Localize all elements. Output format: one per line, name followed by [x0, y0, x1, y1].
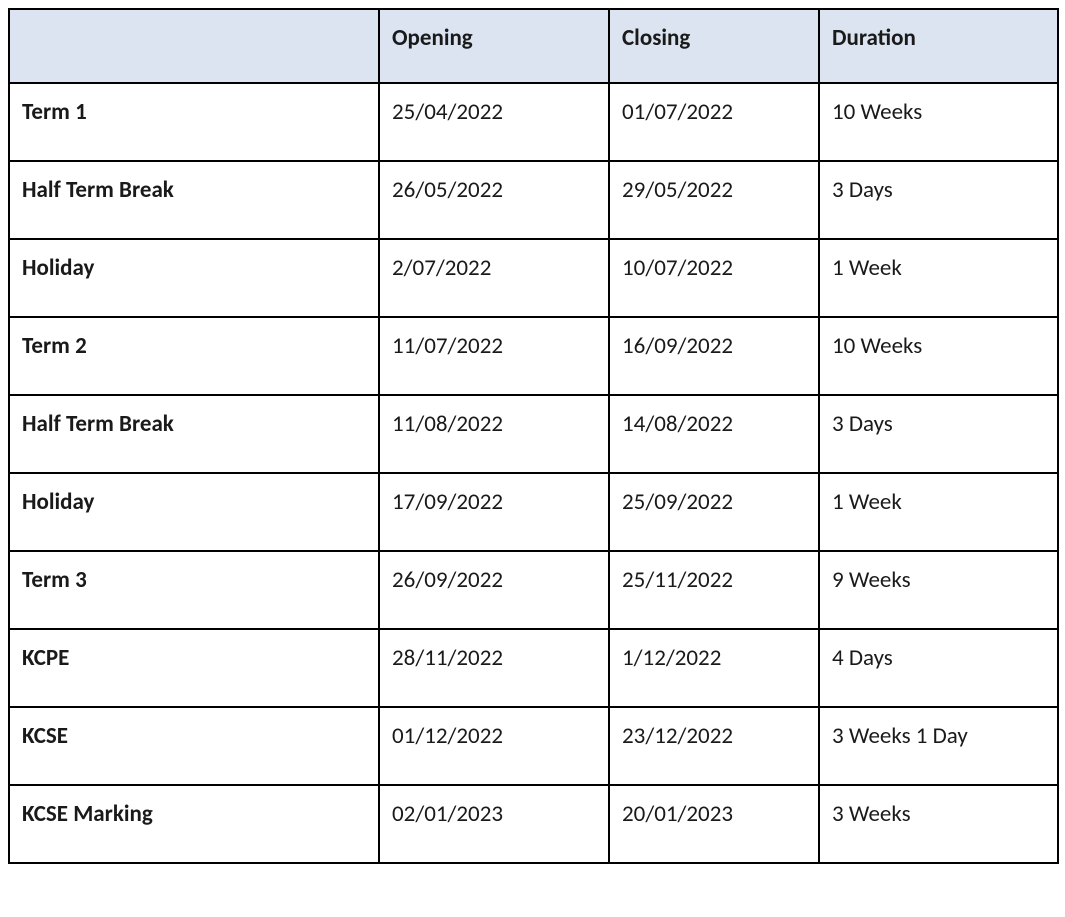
schedule-table: Opening Closing Duration Term 1 25/04/20…	[8, 8, 1059, 864]
table-row: KCSE Marking 02/01/2023 20/01/2023 3 Wee…	[9, 785, 1058, 863]
table-row: Term 1 25/04/2022 01/07/2022 10 Weeks	[9, 83, 1058, 161]
row-label: KCPE	[9, 629, 379, 707]
cell-duration: 1 Week	[819, 473, 1058, 551]
table-row: Term 2 11/07/2022 16/09/2022 10 Weeks	[9, 317, 1058, 395]
table-row: Holiday 17/09/2022 25/09/2022 1 Week	[9, 473, 1058, 551]
table-row: Term 3 26/09/2022 25/11/2022 9 Weeks	[9, 551, 1058, 629]
row-label: KCSE	[9, 707, 379, 785]
cell-opening: 01/12/2022	[379, 707, 609, 785]
cell-duration: 3 Weeks	[819, 785, 1058, 863]
table-row: Holiday 2/07/2022 10/07/2022 1 Week	[9, 239, 1058, 317]
cell-opening: 17/09/2022	[379, 473, 609, 551]
cell-opening: 11/07/2022	[379, 317, 609, 395]
cell-duration: 1 Week	[819, 239, 1058, 317]
row-label: Holiday	[9, 473, 379, 551]
cell-duration: 10 Weeks	[819, 317, 1058, 395]
cell-opening: 26/09/2022	[379, 551, 609, 629]
cell-closing: 01/07/2022	[609, 83, 819, 161]
cell-duration: 3 Days	[819, 161, 1058, 239]
cell-opening: 26/05/2022	[379, 161, 609, 239]
cell-closing: 16/09/2022	[609, 317, 819, 395]
cell-duration: 9 Weeks	[819, 551, 1058, 629]
row-label: Term 1	[9, 83, 379, 161]
cell-closing: 1/12/2022	[609, 629, 819, 707]
table-body: Term 1 25/04/2022 01/07/2022 10 Weeks Ha…	[9, 83, 1058, 863]
cell-opening: 2/07/2022	[379, 239, 609, 317]
row-label: Half Term Break	[9, 161, 379, 239]
row-label: Holiday	[9, 239, 379, 317]
cell-duration: 4 Days	[819, 629, 1058, 707]
table-row: KCPE 28/11/2022 1/12/2022 4 Days	[9, 629, 1058, 707]
cell-opening: 02/01/2023	[379, 785, 609, 863]
row-label: KCSE Marking	[9, 785, 379, 863]
cell-closing: 20/01/2023	[609, 785, 819, 863]
cell-closing: 29/05/2022	[609, 161, 819, 239]
table-row: KCSE 01/12/2022 23/12/2022 3 Weeks 1 Day	[9, 707, 1058, 785]
cell-opening: 25/04/2022	[379, 83, 609, 161]
cell-closing: 14/08/2022	[609, 395, 819, 473]
cell-duration: 10 Weeks	[819, 83, 1058, 161]
cell-opening: 11/08/2022	[379, 395, 609, 473]
cell-duration: 3 Weeks 1 Day	[819, 707, 1058, 785]
row-label: Term 2	[9, 317, 379, 395]
cell-closing: 25/11/2022	[609, 551, 819, 629]
cell-closing: 25/09/2022	[609, 473, 819, 551]
table-row: Half Term Break 26/05/2022 29/05/2022 3 …	[9, 161, 1058, 239]
col-header-opening: Opening	[379, 9, 609, 83]
table-row: Half Term Break 11/08/2022 14/08/2022 3 …	[9, 395, 1058, 473]
row-label: Term 3	[9, 551, 379, 629]
col-header-duration: Duration	[819, 9, 1058, 83]
cell-duration: 3 Days	[819, 395, 1058, 473]
cell-closing: 10/07/2022	[609, 239, 819, 317]
cell-opening: 28/11/2022	[379, 629, 609, 707]
row-label: Half Term Break	[9, 395, 379, 473]
table-header-row: Opening Closing Duration	[9, 9, 1058, 83]
col-header-closing: Closing	[609, 9, 819, 83]
col-header-blank	[9, 9, 379, 83]
cell-closing: 23/12/2022	[609, 707, 819, 785]
